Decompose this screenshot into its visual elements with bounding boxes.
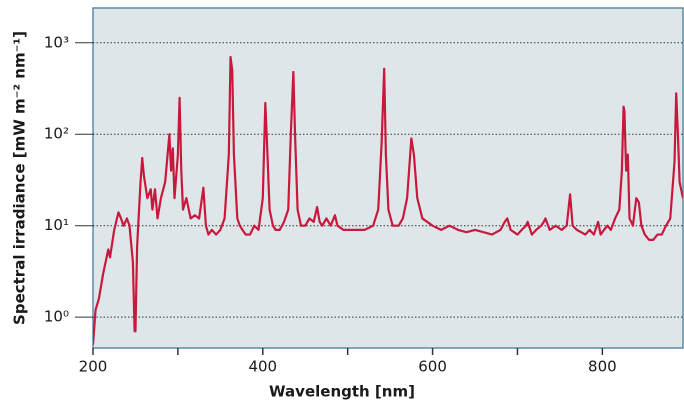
x-tick-label: 400 — [248, 358, 277, 376]
x-tick-label: 800 — [588, 358, 617, 376]
y-tick-label: 10⁰ — [44, 308, 69, 326]
y-tick-label: 10¹ — [44, 216, 69, 234]
y-tick-label: 10³ — [44, 33, 69, 51]
x-axis-title: Wavelength [nm] — [269, 383, 415, 401]
y-axis-title: Spectral irradiance [mW m⁻² nm⁻¹] — [11, 31, 29, 325]
x-tick-label: 200 — [79, 358, 108, 376]
spectrum-line — [93, 55, 683, 345]
y-tick-label: 10² — [44, 125, 69, 143]
x-tick-label: 600 — [418, 358, 447, 376]
